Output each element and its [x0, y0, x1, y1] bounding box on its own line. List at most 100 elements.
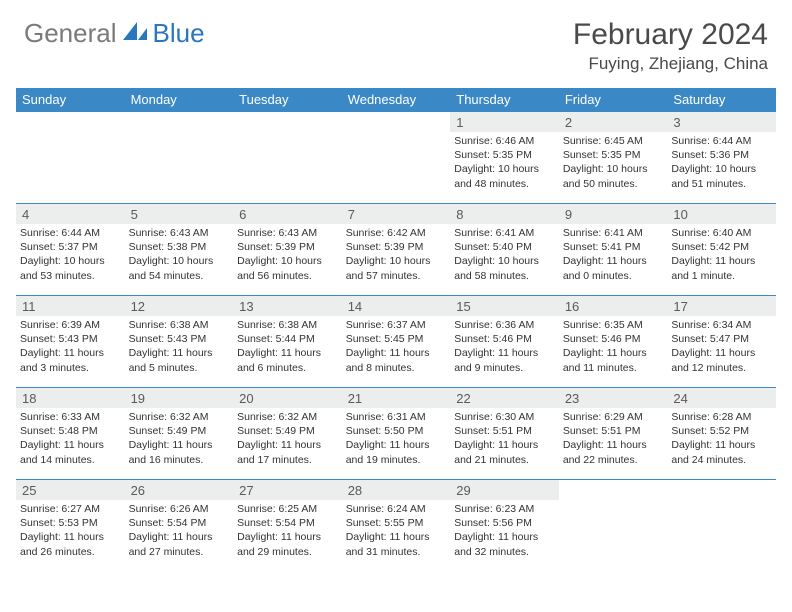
day-info: Sunrise: 6:35 AMSunset: 5:46 PMDaylight:…	[559, 316, 668, 377]
calendar-day: 12Sunrise: 6:38 AMSunset: 5:43 PMDayligh…	[125, 296, 234, 388]
calendar-day: 1Sunrise: 6:46 AMSunset: 5:35 PMDaylight…	[450, 112, 559, 204]
day-number: 22	[450, 388, 559, 408]
day-number: 8	[450, 204, 559, 224]
calendar-day: 29Sunrise: 6:23 AMSunset: 5:56 PMDayligh…	[450, 480, 559, 572]
calendar-table: SundayMondayTuesdayWednesdayThursdayFrid…	[16, 88, 776, 572]
day-header: Sunday	[16, 88, 125, 112]
day-number: 11	[16, 296, 125, 316]
calendar-day: 10Sunrise: 6:40 AMSunset: 5:42 PMDayligh…	[667, 204, 776, 296]
day-number: 10	[667, 204, 776, 224]
month-title: February 2024	[573, 18, 768, 52]
day-info: Sunrise: 6:32 AMSunset: 5:49 PMDaylight:…	[233, 408, 342, 469]
calendar-day: 24Sunrise: 6:28 AMSunset: 5:52 PMDayligh…	[667, 388, 776, 480]
day-number: 3	[667, 112, 776, 132]
calendar-day-empty	[559, 480, 668, 572]
day-info: Sunrise: 6:23 AMSunset: 5:56 PMDaylight:…	[450, 500, 559, 561]
calendar-day: 5Sunrise: 6:43 AMSunset: 5:38 PMDaylight…	[125, 204, 234, 296]
day-number: 29	[450, 480, 559, 500]
calendar-day: 2Sunrise: 6:45 AMSunset: 5:35 PMDaylight…	[559, 112, 668, 204]
day-info: Sunrise: 6:33 AMSunset: 5:48 PMDaylight:…	[16, 408, 125, 469]
calendar-body: 1Sunrise: 6:46 AMSunset: 5:35 PMDaylight…	[16, 112, 776, 572]
calendar-day: 8Sunrise: 6:41 AMSunset: 5:40 PMDaylight…	[450, 204, 559, 296]
logo-text-blue: Blue	[153, 18, 205, 49]
day-info: Sunrise: 6:45 AMSunset: 5:35 PMDaylight:…	[559, 132, 668, 193]
calendar-week: 11Sunrise: 6:39 AMSunset: 5:43 PMDayligh…	[16, 296, 776, 388]
day-info: Sunrise: 6:44 AMSunset: 5:36 PMDaylight:…	[667, 132, 776, 193]
day-number: 23	[559, 388, 668, 408]
day-header: Friday	[559, 88, 668, 112]
calendar-day: 14Sunrise: 6:37 AMSunset: 5:45 PMDayligh…	[342, 296, 451, 388]
calendar-day: 22Sunrise: 6:30 AMSunset: 5:51 PMDayligh…	[450, 388, 559, 480]
day-number: 2	[559, 112, 668, 132]
day-header: Thursday	[450, 88, 559, 112]
calendar-day: 28Sunrise: 6:24 AMSunset: 5:55 PMDayligh…	[342, 480, 451, 572]
day-info: Sunrise: 6:44 AMSunset: 5:37 PMDaylight:…	[16, 224, 125, 285]
day-info: Sunrise: 6:36 AMSunset: 5:46 PMDaylight:…	[450, 316, 559, 377]
day-number: 21	[342, 388, 451, 408]
page-header: General Blue February 2024 Fuying, Zheji…	[0, 0, 792, 82]
location-text: Fuying, Zhejiang, China	[573, 54, 768, 74]
day-number: 13	[233, 296, 342, 316]
calendar-day: 9Sunrise: 6:41 AMSunset: 5:41 PMDaylight…	[559, 204, 668, 296]
calendar-day-empty	[342, 112, 451, 204]
calendar-day: 4Sunrise: 6:44 AMSunset: 5:37 PMDaylight…	[16, 204, 125, 296]
calendar-day: 15Sunrise: 6:36 AMSunset: 5:46 PMDayligh…	[450, 296, 559, 388]
calendar-day: 27Sunrise: 6:25 AMSunset: 5:54 PMDayligh…	[233, 480, 342, 572]
calendar-day: 13Sunrise: 6:38 AMSunset: 5:44 PMDayligh…	[233, 296, 342, 388]
day-info: Sunrise: 6:30 AMSunset: 5:51 PMDaylight:…	[450, 408, 559, 469]
day-info: Sunrise: 6:31 AMSunset: 5:50 PMDaylight:…	[342, 408, 451, 469]
calendar-day: 18Sunrise: 6:33 AMSunset: 5:48 PMDayligh…	[16, 388, 125, 480]
day-number: 5	[125, 204, 234, 224]
calendar-day: 6Sunrise: 6:43 AMSunset: 5:39 PMDaylight…	[233, 204, 342, 296]
day-info: Sunrise: 6:42 AMSunset: 5:39 PMDaylight:…	[342, 224, 451, 285]
calendar-day: 23Sunrise: 6:29 AMSunset: 5:51 PMDayligh…	[559, 388, 668, 480]
day-header: Monday	[125, 88, 234, 112]
logo: General Blue	[24, 18, 205, 49]
calendar-day: 3Sunrise: 6:44 AMSunset: 5:36 PMDaylight…	[667, 112, 776, 204]
day-number: 4	[16, 204, 125, 224]
day-number: 18	[16, 388, 125, 408]
day-info: Sunrise: 6:37 AMSunset: 5:45 PMDaylight:…	[342, 316, 451, 377]
day-info: Sunrise: 6:27 AMSunset: 5:53 PMDaylight:…	[16, 500, 125, 561]
calendar-day: 19Sunrise: 6:32 AMSunset: 5:49 PMDayligh…	[125, 388, 234, 480]
day-info: Sunrise: 6:38 AMSunset: 5:43 PMDaylight:…	[125, 316, 234, 377]
calendar-week: 25Sunrise: 6:27 AMSunset: 5:53 PMDayligh…	[16, 480, 776, 572]
day-number: 15	[450, 296, 559, 316]
calendar-day: 25Sunrise: 6:27 AMSunset: 5:53 PMDayligh…	[16, 480, 125, 572]
calendar-head: SundayMondayTuesdayWednesdayThursdayFrid…	[16, 88, 776, 112]
day-number: 25	[16, 480, 125, 500]
calendar-day-empty	[125, 112, 234, 204]
day-info: Sunrise: 6:43 AMSunset: 5:38 PMDaylight:…	[125, 224, 234, 285]
title-block: February 2024 Fuying, Zhejiang, China	[573, 18, 768, 74]
day-number: 1	[450, 112, 559, 132]
day-number: 14	[342, 296, 451, 316]
calendar-day-empty	[233, 112, 342, 204]
day-info: Sunrise: 6:38 AMSunset: 5:44 PMDaylight:…	[233, 316, 342, 377]
calendar-day: 16Sunrise: 6:35 AMSunset: 5:46 PMDayligh…	[559, 296, 668, 388]
logo-text-general: General	[24, 18, 117, 49]
day-header: Tuesday	[233, 88, 342, 112]
day-number: 27	[233, 480, 342, 500]
calendar-day: 17Sunrise: 6:34 AMSunset: 5:47 PMDayligh…	[667, 296, 776, 388]
calendar-day-empty	[667, 480, 776, 572]
calendar-week: 18Sunrise: 6:33 AMSunset: 5:48 PMDayligh…	[16, 388, 776, 480]
day-info: Sunrise: 6:41 AMSunset: 5:41 PMDaylight:…	[559, 224, 668, 285]
day-info: Sunrise: 6:34 AMSunset: 5:47 PMDaylight:…	[667, 316, 776, 377]
day-number: 19	[125, 388, 234, 408]
calendar-week: 4Sunrise: 6:44 AMSunset: 5:37 PMDaylight…	[16, 204, 776, 296]
calendar-day: 20Sunrise: 6:32 AMSunset: 5:49 PMDayligh…	[233, 388, 342, 480]
day-number: 7	[342, 204, 451, 224]
day-info: Sunrise: 6:25 AMSunset: 5:54 PMDaylight:…	[233, 500, 342, 561]
day-number: 20	[233, 388, 342, 408]
day-number: 16	[559, 296, 668, 316]
logo-sail-icon	[123, 20, 149, 47]
day-header: Saturday	[667, 88, 776, 112]
calendar-day: 7Sunrise: 6:42 AMSunset: 5:39 PMDaylight…	[342, 204, 451, 296]
day-number: 28	[342, 480, 451, 500]
calendar-day: 21Sunrise: 6:31 AMSunset: 5:50 PMDayligh…	[342, 388, 451, 480]
day-info: Sunrise: 6:46 AMSunset: 5:35 PMDaylight:…	[450, 132, 559, 193]
day-number: 6	[233, 204, 342, 224]
calendar-day: 11Sunrise: 6:39 AMSunset: 5:43 PMDayligh…	[16, 296, 125, 388]
day-number: 12	[125, 296, 234, 316]
day-info: Sunrise: 6:41 AMSunset: 5:40 PMDaylight:…	[450, 224, 559, 285]
